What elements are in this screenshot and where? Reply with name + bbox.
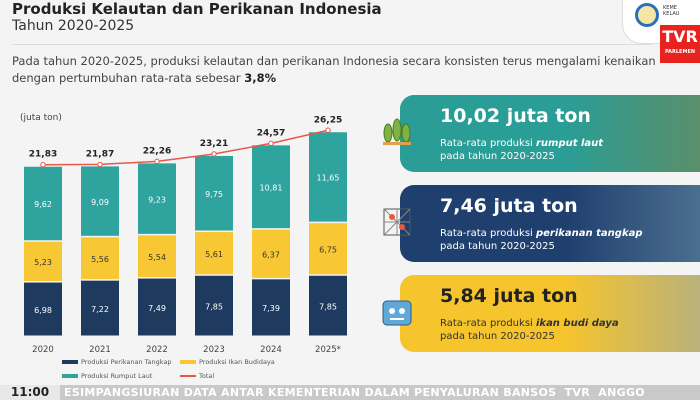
ticker-text: ESIMPANGSIURAN DATA ANTAR KEMENTERIAN DA…	[64, 386, 645, 399]
data-label: 7,85	[205, 302, 223, 311]
bar-segment	[309, 275, 347, 336]
ticker-time: 11:00	[0, 385, 60, 400]
bar-segment	[138, 235, 176, 278]
divider	[12, 44, 652, 45]
x-tick-label: 2020	[32, 345, 54, 355]
x-tick-label: 2022	[146, 345, 168, 355]
bar-segment	[309, 132, 347, 222]
data-label: 6,75	[319, 245, 337, 254]
data-label: 5,54	[148, 253, 166, 262]
data-label: 5,61	[205, 250, 223, 259]
fish-pond-icon	[382, 300, 412, 326]
total-point	[268, 140, 274, 147]
stacked-bar-chart: 6,98 5,23 9,62 21,83 2020 7,22 5,56 9,09 21,87 20…	[24, 115, 347, 355]
data-label: 11,65	[317, 174, 340, 183]
bar-segment	[81, 280, 119, 336]
data-label: 7,39	[262, 304, 280, 313]
data-label: 7,22	[91, 305, 109, 314]
legend-item: Produksi Perikanan Tangkap	[62, 358, 172, 366]
bar-segment	[24, 282, 62, 336]
data-label: 5,23	[34, 258, 52, 267]
fishing-net-icon	[383, 208, 411, 236]
total-label: 21,83	[29, 150, 57, 160]
bar-segment	[24, 166, 62, 241]
card-capture-fisheries: 7,46 juta ton Rata-rata produksi perikana…	[400, 185, 700, 262]
data-label: 7,85	[319, 302, 337, 311]
x-tick-label: 2024	[260, 345, 282, 355]
legend-item: Total	[180, 372, 214, 380]
total-point	[154, 158, 160, 165]
total-point	[211, 151, 217, 157]
data-label: 5,56	[91, 255, 109, 264]
channel-logo: TVR PARLEMEN	[660, 25, 700, 63]
data-label: 6,37	[262, 251, 280, 260]
news-ticker	[0, 385, 700, 400]
x-tick-label: 2025*	[315, 345, 341, 355]
card-seaweed: 10,02 juta ton Rata-rata produksi rumput …	[400, 95, 700, 172]
bar-segment	[309, 223, 347, 275]
seal-icon	[635, 3, 659, 27]
bar-segment	[195, 232, 233, 275]
description-text: Pada tahun 2020-2025, produksi kelautan …	[12, 54, 656, 85]
legend-item: Produksi Rumput Laut	[62, 372, 152, 380]
total-label: 22,26	[143, 146, 171, 156]
growth-rate: 3,8%	[244, 71, 277, 85]
bar-segment	[81, 166, 119, 236]
bar-segment	[252, 229, 290, 278]
page-title: Produksi Kelautan dan Perikanan Indonesi…	[12, 0, 382, 18]
bar-segment	[195, 275, 233, 336]
x-tick-label: 2023	[203, 345, 225, 355]
seaweed-icon	[383, 118, 411, 145]
ministry-logo: KEME KELAU	[622, 0, 700, 44]
x-tick-label: 2021	[89, 345, 111, 355]
total-label: 24,57	[257, 128, 285, 138]
description: Pada tahun 2020-2025, produksi kelautan …	[12, 53, 700, 87]
bar-segment	[81, 237, 119, 280]
total-point	[97, 161, 103, 168]
bar-segment	[252, 279, 290, 336]
data-label: 9,23	[148, 195, 166, 204]
page-subtitle: Tahun 2020-2025	[12, 18, 135, 34]
y-axis-label: (juta ton)	[20, 113, 62, 123]
bar-segment	[138, 163, 176, 234]
card-aquaculture: 5,84 juta ton Rata-rata produksi ikan bud…	[400, 275, 700, 352]
data-label: 6,98	[34, 306, 52, 315]
data-label: 7,49	[148, 304, 166, 313]
bar-segment	[24, 241, 62, 282]
total-label: 26,25	[314, 115, 342, 125]
legend-item: Produksi Ikan Budidaya	[180, 358, 275, 366]
total-point	[325, 127, 331, 133]
data-label: 9,09	[91, 198, 109, 207]
data-label: 9,62	[34, 200, 52, 209]
total-label: 21,87	[86, 149, 114, 159]
bar-segment	[252, 145, 290, 229]
bar-segment	[195, 155, 233, 231]
total-label: 23,21	[200, 139, 228, 149]
data-label: 9,75	[205, 190, 223, 199]
total-point	[40, 162, 46, 168]
data-label: 10,81	[260, 184, 283, 193]
bar-segment	[138, 278, 176, 336]
total-line	[42, 129, 329, 166]
